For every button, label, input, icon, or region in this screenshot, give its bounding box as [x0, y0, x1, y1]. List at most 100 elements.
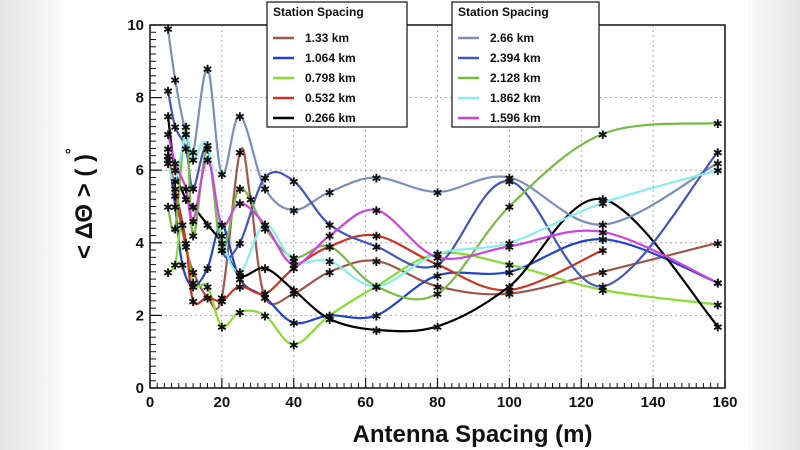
series-markers-4: ✱ ✱ ✱ ✱ ✱ ✱ ✱ ✱ ✱ ✱ ✱ ✱ ✱ ✱ ✱: [163, 110, 723, 338]
x-tick-label: 100: [497, 394, 522, 411]
data-point-marker: ✱: [289, 317, 299, 331]
data-point-marker: ✱: [371, 240, 381, 254]
data-point-marker: ✱: [325, 230, 335, 244]
series-line: [166, 133, 719, 284]
data-point-marker: ✱: [325, 240, 335, 254]
data-point-marker: ✱: [181, 193, 191, 207]
data-point-marker: ✱: [598, 284, 608, 298]
series-line: [166, 132, 719, 288]
data-point-marker: ✱: [713, 164, 723, 178]
data-point-marker: ✱: [170, 175, 180, 189]
data-point-marker: ✱: [598, 193, 608, 207]
series-markers-3: ✱ ✱ ✱ ✱ ✱ ✱ ✱ ✱ ✱ ✱ ✱ ✱ ✱ ✱: [163, 153, 608, 309]
data-point-marker: ✱: [217, 295, 227, 309]
x-tick-label: 60: [357, 394, 374, 411]
data-point-marker: ✱: [202, 139, 212, 153]
y-tick-label: 4: [136, 235, 145, 252]
data-point-marker: ✱: [504, 171, 514, 185]
x-tick-label: 0: [146, 394, 154, 411]
data-point-marker: ✱: [289, 338, 299, 352]
data-point-marker: ✱: [235, 146, 245, 160]
data-point-marker: ✱: [235, 266, 245, 280]
x-tick-label: 160: [712, 394, 737, 411]
series-6: [166, 90, 719, 288]
series-1: [166, 148, 719, 325]
data-point-marker: ✱: [181, 128, 191, 142]
data-point-marker: ✱: [260, 222, 270, 236]
legend-box: [451, 1, 600, 128]
legend-entry-label: 2.394 km: [490, 51, 541, 65]
left-background-fade: [0, 0, 62, 450]
data-point-marker: ✱: [289, 284, 299, 298]
data-point-marker: ✱: [188, 295, 198, 309]
series-layer: ✱✱✱✱✱ ✱✱✱✱ ✱✱✱✱✱✱✱✱✱✱✱✱✱✱✱✱✱ ✱✱ ✱✱✱✱✱✱✱ ✱✱✱ ✱✱…: [163, 23, 723, 353]
data-point-marker: ✱: [713, 237, 723, 251]
legend-entry-label: 2.66 km: [490, 31, 534, 45]
data-point-marker: ✱: [181, 142, 191, 156]
data-point-marker: ✱: [504, 284, 514, 298]
data-point-marker: ✱: [289, 204, 299, 218]
data-point-marker: ✱: [181, 182, 191, 196]
data-point-marker: ✱: [163, 84, 173, 98]
data-point-marker: ✱: [371, 230, 381, 244]
data-point-marker: ✱: [235, 280, 245, 294]
data-point-marker: ✱: [202, 280, 212, 294]
data-point-marker: ✱: [170, 157, 180, 171]
data-point-marker: ✱: [163, 23, 173, 37]
data-point-marker: ✱: [235, 269, 245, 283]
data-point-marker: ✱: [188, 215, 198, 229]
data-point-marker: ✱: [260, 182, 270, 196]
series-0: [166, 147, 719, 311]
data-point-marker: ✱: [325, 186, 335, 200]
data-point-marker: ✱: [235, 306, 245, 320]
data-point-marker: ✱: [325, 219, 335, 233]
series-line: [166, 90, 719, 288]
data-point-marker: ✱: [235, 273, 245, 287]
data-point-marker: ✱: [432, 320, 442, 334]
legend-box: [266, 1, 408, 128]
series-markers-2: ✱✱✱✱ ✱✱✱ ✱✱✱✱✱✱✱✱: [163, 219, 723, 353]
data-point-marker: ✱: [188, 153, 198, 167]
data-point-marker: ✱: [217, 244, 227, 258]
data-point-marker: ✱: [170, 222, 180, 236]
data-point-marker: ✱: [181, 121, 191, 135]
data-point-marker: ✱: [202, 262, 212, 276]
data-point-marker: ✱: [432, 259, 442, 273]
data-point-marker: ✱: [504, 175, 514, 189]
data-point-marker: ✱: [217, 230, 227, 244]
data-point-marker: ✱: [432, 259, 442, 273]
data-point-marker: ✱: [202, 291, 212, 305]
data-point-marker: ✱: [163, 153, 173, 167]
data-point-marker: ✱: [260, 219, 270, 233]
data-point-marker: ✱: [713, 277, 723, 291]
data-point-marker: ✱: [371, 324, 381, 338]
data-point-marker: ✱: [188, 277, 198, 291]
data-point-marker: ✱: [289, 262, 299, 276]
data-point-marker: ✱: [504, 259, 514, 273]
data-point-marker: ✱: [260, 288, 270, 302]
series-line: [166, 159, 604, 306]
data-point-marker: ✱: [188, 230, 198, 244]
data-point-marker: ✱: [371, 280, 381, 294]
data-point-marker: ✱: [598, 244, 608, 258]
data-point-marker: ✱: [260, 262, 270, 276]
data-point-marker: ✱: [217, 244, 227, 258]
data-point-marker: ✱: [202, 219, 212, 233]
data-point-marker: ✱: [260, 291, 270, 305]
data-point-marker: ✱: [371, 204, 381, 218]
data-point-marker: ✱: [504, 201, 514, 215]
data-point-marker: ✱: [170, 190, 180, 204]
series-3: [166, 159, 604, 306]
data-point-marker: ✱: [325, 255, 335, 269]
data-point-marker: ✱: [371, 171, 381, 185]
data-point-marker: ✱: [188, 280, 198, 294]
data-point-marker: ✱: [598, 197, 608, 211]
data-point-marker: ✱: [289, 259, 299, 273]
data-point-marker: ✱: [163, 266, 173, 280]
x-axis-title: Antenna Spacing (m): [352, 421, 592, 448]
data-point-marker: ✱: [432, 288, 442, 302]
legend-entry-label: 0.798 km: [305, 71, 356, 85]
data-point-marker: ✱: [325, 266, 335, 280]
data-point-marker: ✱: [713, 277, 723, 291]
